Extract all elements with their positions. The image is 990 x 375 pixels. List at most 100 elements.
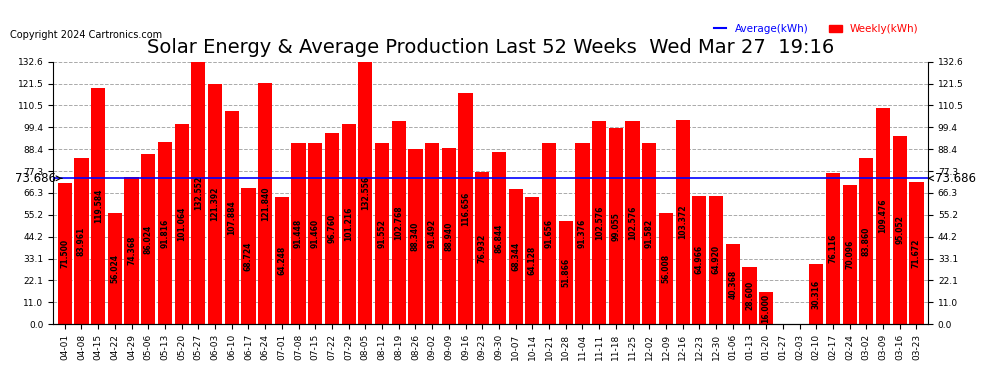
Bar <box>659 213 673 324</box>
Text: 74.368: 74.368 <box>127 236 136 265</box>
Text: 109.476: 109.476 <box>878 198 888 233</box>
Bar <box>626 121 640 324</box>
Bar <box>108 213 122 324</box>
Text: 56.024: 56.024 <box>110 254 120 283</box>
Text: 91.552: 91.552 <box>377 219 386 248</box>
Text: 102.768: 102.768 <box>394 205 403 240</box>
Text: 28.600: 28.600 <box>744 281 754 310</box>
Bar <box>325 133 339 324</box>
Text: 86.844: 86.844 <box>494 224 504 253</box>
Text: 73.686: 73.686 <box>16 172 62 185</box>
Bar <box>375 143 389 324</box>
Bar <box>258 83 272 324</box>
Text: 83.860: 83.860 <box>862 226 871 256</box>
Bar <box>475 172 489 324</box>
Bar <box>458 93 472 324</box>
Bar <box>242 188 255 324</box>
Text: 64.248: 64.248 <box>277 246 286 275</box>
Bar <box>91 87 105 324</box>
Text: 68.344: 68.344 <box>511 242 520 271</box>
Text: 76.116: 76.116 <box>829 234 838 263</box>
Bar <box>575 143 590 324</box>
Text: 30.316: 30.316 <box>812 279 821 309</box>
Bar <box>425 143 440 324</box>
Text: 86.024: 86.024 <box>144 224 152 254</box>
Bar <box>492 152 506 324</box>
Bar <box>392 121 406 324</box>
Bar <box>709 196 723 324</box>
Bar <box>275 197 289 324</box>
Text: 99.055: 99.055 <box>612 211 621 240</box>
Legend: Average(kWh), Weekly(kWh): Average(kWh), Weekly(kWh) <box>710 20 923 38</box>
Text: 132.552: 132.552 <box>194 176 203 210</box>
Text: 101.064: 101.064 <box>177 207 186 241</box>
Bar <box>142 154 155 324</box>
Text: 91.656: 91.656 <box>544 219 553 248</box>
Bar <box>759 292 773 324</box>
Text: 91.460: 91.460 <box>311 219 320 248</box>
Text: 40.368: 40.368 <box>729 270 738 299</box>
Text: 91.376: 91.376 <box>578 219 587 248</box>
Text: 16.000: 16.000 <box>761 294 770 323</box>
Text: 71.500: 71.500 <box>60 239 69 268</box>
Bar <box>191 62 206 324</box>
Bar <box>157 142 172 324</box>
Title: Solar Energy & Average Production Last 52 Weeks  Wed Mar 27  19:16: Solar Energy & Average Production Last 5… <box>147 38 835 57</box>
Text: 76.932: 76.932 <box>478 233 487 262</box>
Text: 121.840: 121.840 <box>260 186 269 221</box>
Bar <box>291 143 306 324</box>
Text: 91.816: 91.816 <box>160 219 169 248</box>
Text: 101.216: 101.216 <box>345 207 353 241</box>
Bar <box>208 84 222 324</box>
Text: 103.372: 103.372 <box>678 204 687 239</box>
Text: 121.392: 121.392 <box>211 187 220 221</box>
Text: 88.340: 88.340 <box>411 222 420 251</box>
Bar <box>408 149 423 324</box>
Bar <box>609 128 623 324</box>
Text: 64.966: 64.966 <box>695 245 704 274</box>
Bar <box>308 143 323 324</box>
Bar <box>876 108 890 324</box>
Bar <box>643 143 656 324</box>
Bar <box>692 195 707 324</box>
Bar <box>125 177 139 324</box>
Bar <box>558 222 573 324</box>
Bar <box>842 185 856 324</box>
Bar <box>509 189 523 324</box>
Text: 91.582: 91.582 <box>644 219 653 248</box>
Text: 70.096: 70.096 <box>845 240 854 269</box>
Bar <box>74 158 88 324</box>
Text: 64.920: 64.920 <box>712 245 721 274</box>
Bar <box>742 267 756 324</box>
Bar <box>342 124 355 324</box>
Bar <box>174 124 189 324</box>
Bar <box>826 174 841 324</box>
Bar <box>542 143 556 324</box>
Bar <box>225 111 239 324</box>
Bar <box>726 244 740 324</box>
Text: 102.576: 102.576 <box>595 206 604 240</box>
Text: 83.961: 83.961 <box>77 226 86 256</box>
Text: 119.584: 119.584 <box>94 189 103 223</box>
Text: 116.656: 116.656 <box>461 192 470 226</box>
Bar <box>442 148 456 324</box>
Text: 91.448: 91.448 <box>294 219 303 248</box>
Text: 132.556: 132.556 <box>361 176 370 210</box>
Text: 91.492: 91.492 <box>428 219 437 248</box>
Bar <box>526 197 540 324</box>
Bar <box>592 121 606 324</box>
Text: 68.724: 68.724 <box>244 242 253 271</box>
Text: 56.008: 56.008 <box>661 254 670 283</box>
Text: 88.940: 88.940 <box>445 221 453 251</box>
Bar <box>893 136 907 324</box>
Bar <box>675 120 690 324</box>
Text: 95.052: 95.052 <box>895 216 904 244</box>
Bar <box>358 62 372 324</box>
Bar <box>859 158 873 324</box>
Bar <box>57 183 72 324</box>
Bar <box>910 182 924 324</box>
Text: 107.884: 107.884 <box>228 200 237 235</box>
Text: 102.576: 102.576 <box>628 206 637 240</box>
Text: 64.128: 64.128 <box>528 246 537 275</box>
Text: 51.866: 51.866 <box>561 258 570 287</box>
